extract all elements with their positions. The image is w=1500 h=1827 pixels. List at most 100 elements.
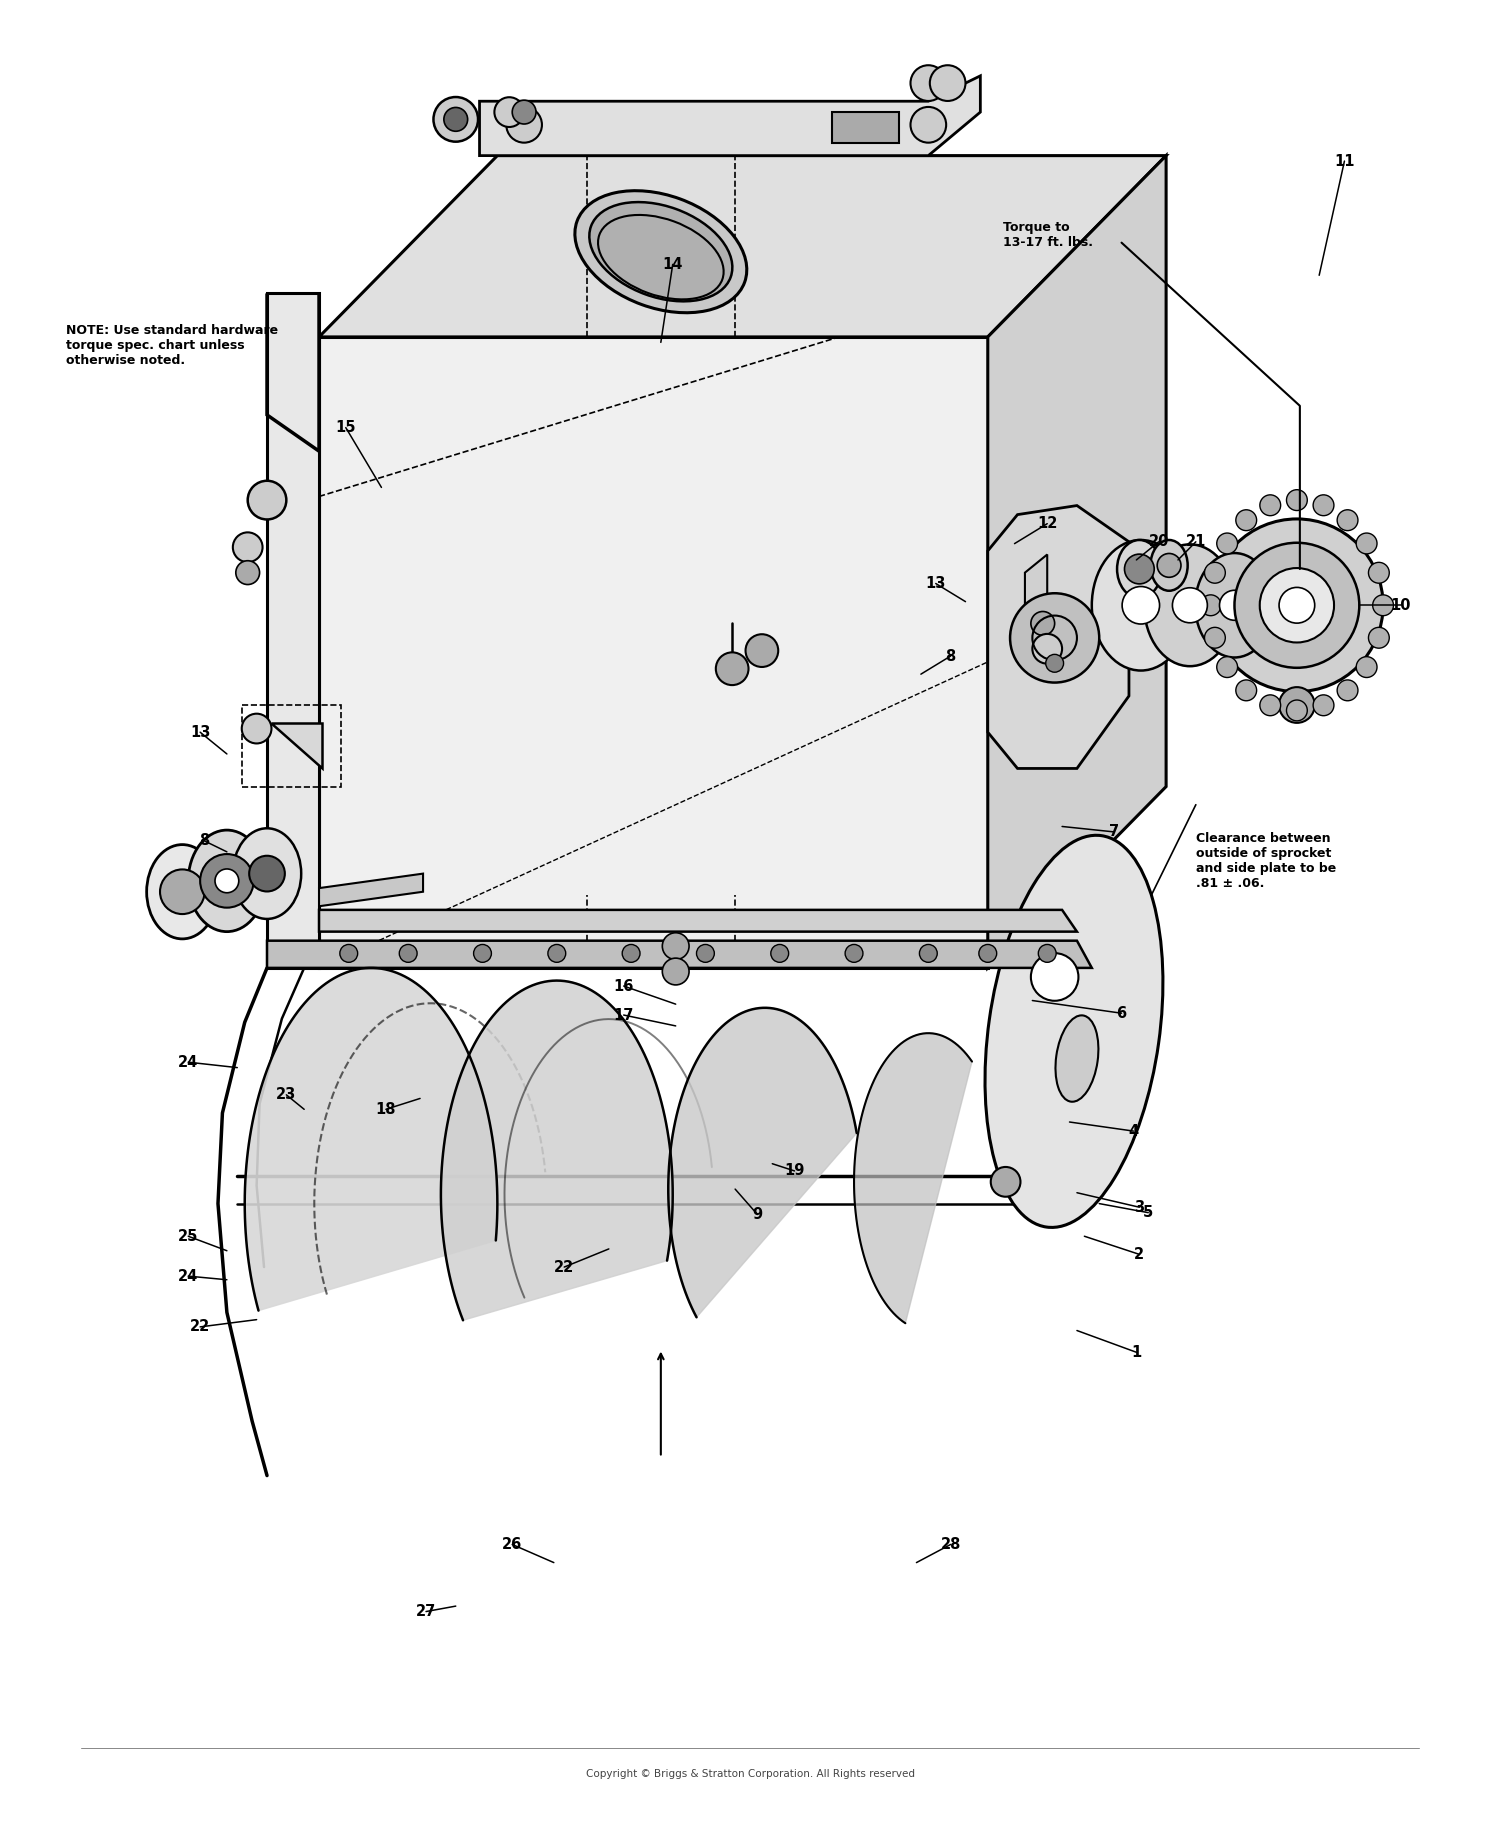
- Ellipse shape: [1118, 541, 1161, 597]
- Circle shape: [1046, 654, 1064, 672]
- Text: 28: 28: [940, 1537, 962, 1551]
- Text: 13: 13: [190, 725, 210, 740]
- Text: 24: 24: [178, 1268, 198, 1284]
- Circle shape: [249, 855, 285, 892]
- Text: Clearance between
outside of sprocket
and side plate to be
.81 ± .06.: Clearance between outside of sprocket an…: [1196, 831, 1336, 890]
- Circle shape: [214, 870, 238, 893]
- Circle shape: [1010, 594, 1100, 683]
- Text: 18: 18: [375, 1102, 396, 1116]
- Circle shape: [1030, 954, 1078, 1001]
- Text: 8: 8: [945, 649, 956, 663]
- Circle shape: [1287, 700, 1308, 722]
- Circle shape: [1312, 694, 1334, 716]
- Text: 25: 25: [178, 1230, 198, 1244]
- Text: 13: 13: [926, 576, 946, 590]
- Circle shape: [910, 108, 946, 143]
- Circle shape: [1204, 627, 1225, 649]
- Circle shape: [622, 945, 640, 963]
- Circle shape: [1236, 510, 1257, 530]
- Circle shape: [696, 945, 714, 963]
- Text: 8: 8: [200, 833, 210, 848]
- Text: 2: 2: [1134, 1246, 1144, 1262]
- Ellipse shape: [1092, 541, 1190, 671]
- Circle shape: [1356, 656, 1377, 678]
- Ellipse shape: [986, 835, 1162, 1228]
- Circle shape: [1312, 495, 1334, 515]
- Circle shape: [1216, 656, 1237, 678]
- Text: Torque to
13-17 ft. lbs.: Torque to 13-17 ft. lbs.: [1002, 221, 1092, 248]
- Circle shape: [844, 945, 862, 963]
- Text: 3: 3: [1134, 1200, 1144, 1215]
- Polygon shape: [441, 981, 672, 1321]
- Text: NOTE: Use standard hardware
torque spec. chart unless
otherwise noted.: NOTE: Use standard hardware torque spec.…: [66, 323, 279, 367]
- Circle shape: [663, 934, 688, 959]
- Ellipse shape: [232, 828, 302, 919]
- Polygon shape: [1024, 555, 1047, 619]
- Text: BRIGGS & STRATTON: BRIGGS & STRATTON: [573, 937, 867, 961]
- Text: 17: 17: [614, 1007, 634, 1023]
- Text: 23: 23: [276, 1087, 297, 1102]
- Circle shape: [242, 714, 272, 744]
- Circle shape: [1122, 586, 1160, 625]
- Circle shape: [920, 945, 938, 963]
- Circle shape: [746, 634, 778, 667]
- Polygon shape: [988, 506, 1130, 769]
- Circle shape: [1234, 543, 1359, 669]
- Circle shape: [992, 1167, 1020, 1197]
- Circle shape: [248, 481, 286, 519]
- Circle shape: [910, 66, 946, 100]
- Text: 9: 9: [753, 1208, 762, 1222]
- Text: 22: 22: [554, 1259, 574, 1275]
- Text: 10: 10: [1390, 597, 1411, 612]
- Polygon shape: [988, 155, 1166, 968]
- Text: 22: 22: [190, 1319, 210, 1334]
- Ellipse shape: [189, 829, 266, 932]
- Circle shape: [444, 108, 468, 132]
- Circle shape: [1236, 680, 1257, 702]
- Circle shape: [236, 561, 260, 585]
- Polygon shape: [320, 155, 1166, 336]
- Text: 12: 12: [1036, 517, 1058, 532]
- Circle shape: [1125, 554, 1154, 585]
- Text: 11: 11: [1334, 153, 1354, 168]
- Text: 7: 7: [1108, 824, 1119, 839]
- Polygon shape: [267, 294, 320, 968]
- Ellipse shape: [590, 203, 732, 301]
- Circle shape: [399, 945, 417, 963]
- Circle shape: [1336, 680, 1358, 702]
- Circle shape: [1368, 563, 1389, 583]
- Text: 19: 19: [784, 1164, 806, 1178]
- Circle shape: [1038, 945, 1056, 963]
- Circle shape: [1032, 634, 1062, 663]
- Circle shape: [771, 945, 789, 963]
- Circle shape: [1260, 495, 1281, 515]
- Ellipse shape: [1150, 541, 1188, 590]
- Text: 5: 5: [1143, 1206, 1154, 1220]
- Text: 20: 20: [1149, 533, 1168, 550]
- Text: 21: 21: [1185, 533, 1206, 550]
- Circle shape: [930, 66, 966, 100]
- Circle shape: [507, 108, 542, 143]
- Circle shape: [200, 853, 254, 908]
- Polygon shape: [320, 910, 1077, 932]
- Polygon shape: [272, 723, 322, 769]
- Ellipse shape: [574, 190, 747, 312]
- Polygon shape: [480, 77, 981, 155]
- Text: 4: 4: [1128, 1124, 1138, 1138]
- Polygon shape: [244, 968, 498, 1310]
- Circle shape: [1356, 533, 1377, 554]
- Circle shape: [716, 652, 748, 685]
- Circle shape: [1210, 519, 1383, 692]
- Circle shape: [1156, 554, 1180, 577]
- Circle shape: [433, 97, 478, 143]
- Circle shape: [1200, 596, 1221, 616]
- Circle shape: [340, 945, 357, 963]
- Ellipse shape: [1196, 554, 1274, 658]
- Text: 14: 14: [663, 258, 682, 272]
- Text: 15: 15: [336, 420, 356, 435]
- Circle shape: [663, 957, 688, 985]
- Circle shape: [1173, 588, 1208, 623]
- Circle shape: [980, 945, 996, 963]
- Polygon shape: [853, 1034, 972, 1323]
- Text: 24: 24: [178, 1054, 198, 1069]
